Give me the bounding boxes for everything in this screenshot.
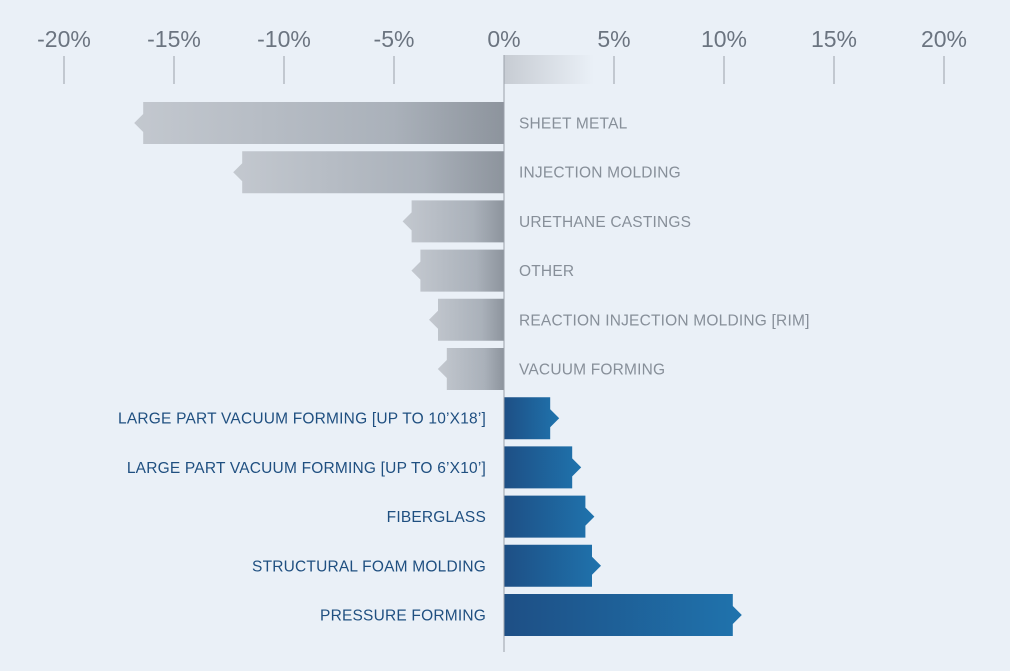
category-label: STRUCTURAL FOAM MOLDING xyxy=(252,558,486,575)
category-label: INJECTION MOLDING xyxy=(519,165,681,182)
x-tick-label: 10% xyxy=(701,26,747,52)
bar xyxy=(411,249,504,292)
category-label: VACUUM FORMING xyxy=(519,362,665,379)
zero-highlight-band xyxy=(504,55,594,84)
x-tick-label: -5% xyxy=(374,26,415,52)
category-label: OTHER xyxy=(519,263,574,280)
category-label: PRESSURE FORMING xyxy=(320,608,486,625)
category-label: LARGE PART VACUUM FORMING [UP TO 6’X10’] xyxy=(127,460,486,477)
category-label: LARGE PART VACUUM FORMING [UP TO 10’X18’… xyxy=(118,411,486,428)
bar xyxy=(504,446,582,489)
x-tick-label: -20% xyxy=(37,26,91,52)
x-tick-label: 0% xyxy=(487,26,520,52)
x-tick-label: 20% xyxy=(921,26,967,52)
bar xyxy=(402,200,504,243)
bar xyxy=(504,544,601,587)
category-label: SHEET METAL xyxy=(519,116,628,133)
category-label: URETHANE CASTINGS xyxy=(519,214,691,231)
x-tick-label: 15% xyxy=(811,26,857,52)
bar xyxy=(429,298,504,341)
bar xyxy=(437,348,504,390)
category-label: REACTION INJECTION MOLDING [RIM] xyxy=(519,312,810,329)
x-tick-label: 5% xyxy=(597,26,630,52)
category-label: FIBERGLASS xyxy=(387,509,486,526)
bar xyxy=(233,151,504,194)
bar xyxy=(134,102,504,144)
x-axis: -20% -15% -10% -5% 0% 5% 10% 15% 20% xyxy=(37,26,967,84)
bar xyxy=(504,495,595,538)
x-tick-label: -10% xyxy=(257,26,311,52)
bar xyxy=(504,397,560,440)
x-tick-label: -15% xyxy=(147,26,201,52)
bar xyxy=(504,594,742,636)
bars: SHEET METAL INJECTION MOLDING URETHANE CAS… xyxy=(118,102,810,636)
